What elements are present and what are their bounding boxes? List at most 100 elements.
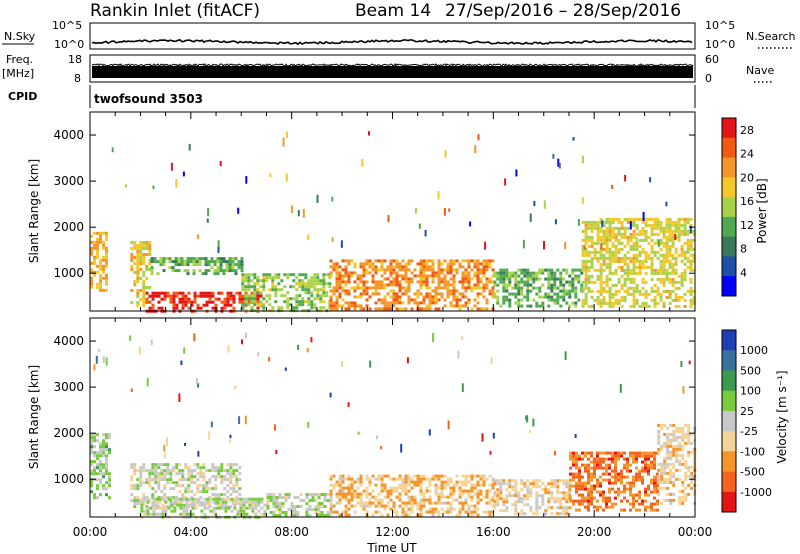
echo-cell (410, 277, 414, 281)
echo-cell (304, 285, 308, 289)
echo-cell (620, 454, 623, 458)
echo-cell (186, 257, 190, 261)
echo-cell (226, 496, 230, 500)
echo-cell (491, 268, 495, 272)
echo-cell (166, 294, 170, 298)
echo-cell (190, 475, 194, 479)
echo-cell (559, 491, 563, 495)
echo-cell (653, 298, 657, 302)
echo-speck (307, 234, 310, 241)
echo-cell (556, 506, 560, 510)
echo-cell (526, 497, 530, 501)
echo-cell (148, 250, 152, 253)
echo-cell (347, 277, 351, 281)
echo-cell (523, 482, 527, 486)
echo-cell (461, 504, 465, 508)
echo-cell (668, 250, 672, 254)
echo-cell (440, 474, 444, 478)
echo-cell (602, 286, 606, 290)
echo-cell (602, 466, 605, 470)
echo-cell (482, 283, 486, 287)
echo-cell (136, 295, 140, 298)
echo-cell (602, 235, 606, 239)
echo-cell (395, 265, 399, 269)
echo-cell (629, 286, 633, 290)
echo-cell (617, 454, 620, 458)
echo-cell (341, 489, 345, 493)
echo-cell (684, 495, 688, 499)
echo-cell (380, 268, 384, 272)
echo-cell (577, 277, 581, 281)
echo-cell (130, 487, 134, 491)
echo-cell (675, 435, 679, 439)
echo-cell (99, 460, 102, 464)
echo-cell (229, 463, 233, 467)
echo-cell (467, 262, 471, 266)
echo-cell (653, 451, 656, 455)
echo-cell (672, 423, 676, 427)
echo-cell (532, 280, 536, 284)
echo-cell (440, 280, 444, 284)
echo-cell (380, 301, 384, 305)
echo-cell (105, 276, 108, 280)
echo-cell (611, 457, 614, 461)
echo-cell (149, 506, 153, 510)
echo-cell (590, 496, 593, 500)
echo-cell (687, 453, 691, 457)
echo-cell (672, 483, 676, 487)
echo-cell (650, 259, 654, 263)
echo-cell (602, 451, 605, 455)
echo-cell (605, 226, 609, 230)
echo-cell (142, 496, 146, 500)
echo-cell (223, 493, 227, 497)
echo-cell (581, 298, 585, 302)
echo-cell (374, 289, 378, 293)
echo-cell (675, 444, 679, 448)
time-tick-label: 08:00 (274, 525, 309, 539)
echo-cell (142, 466, 146, 470)
echo-cell (562, 295, 566, 299)
echo-cell (401, 480, 405, 484)
echo-cell (202, 463, 206, 467)
echo-cell (632, 454, 635, 458)
echo-cell (544, 512, 548, 516)
echo-cell (244, 291, 248, 295)
echo-cell (425, 283, 429, 287)
echo-cell (181, 478, 185, 482)
echo-cell (133, 241, 137, 244)
echo-cell (665, 259, 669, 263)
echo-cell (638, 232, 642, 236)
echo-cell (105, 234, 108, 238)
echo-cell (359, 477, 363, 481)
echo-cell (467, 480, 471, 484)
echo-cell (341, 492, 345, 496)
echo-cell (458, 513, 462, 517)
echo-cell (136, 271, 140, 274)
echo-cell (413, 474, 417, 478)
echo-cell (374, 301, 378, 305)
echo-cell (105, 460, 108, 464)
echo-cell (596, 229, 600, 233)
echo-cell (632, 247, 636, 251)
echo-cell (608, 286, 612, 290)
echo-cell (295, 297, 299, 301)
echo-cell (467, 489, 471, 493)
echo-cell (608, 472, 611, 476)
echo-cell (220, 300, 224, 304)
echo-cell (422, 274, 426, 278)
echo-cell (620, 283, 624, 287)
echo-cell (371, 286, 375, 290)
echo-cell (532, 482, 536, 486)
echo-cell (584, 505, 587, 509)
echo-cell (602, 298, 606, 302)
echo-cell (689, 241, 693, 245)
echo-cell (580, 283, 584, 287)
echo-cell (660, 423, 664, 427)
echo-cell (575, 472, 578, 476)
echo-cell (623, 271, 627, 275)
echo-cell (659, 220, 663, 224)
echo-cell (520, 500, 524, 504)
echo-speck (400, 443, 403, 453)
echo-cell (473, 483, 477, 487)
echo-cell (535, 509, 539, 513)
